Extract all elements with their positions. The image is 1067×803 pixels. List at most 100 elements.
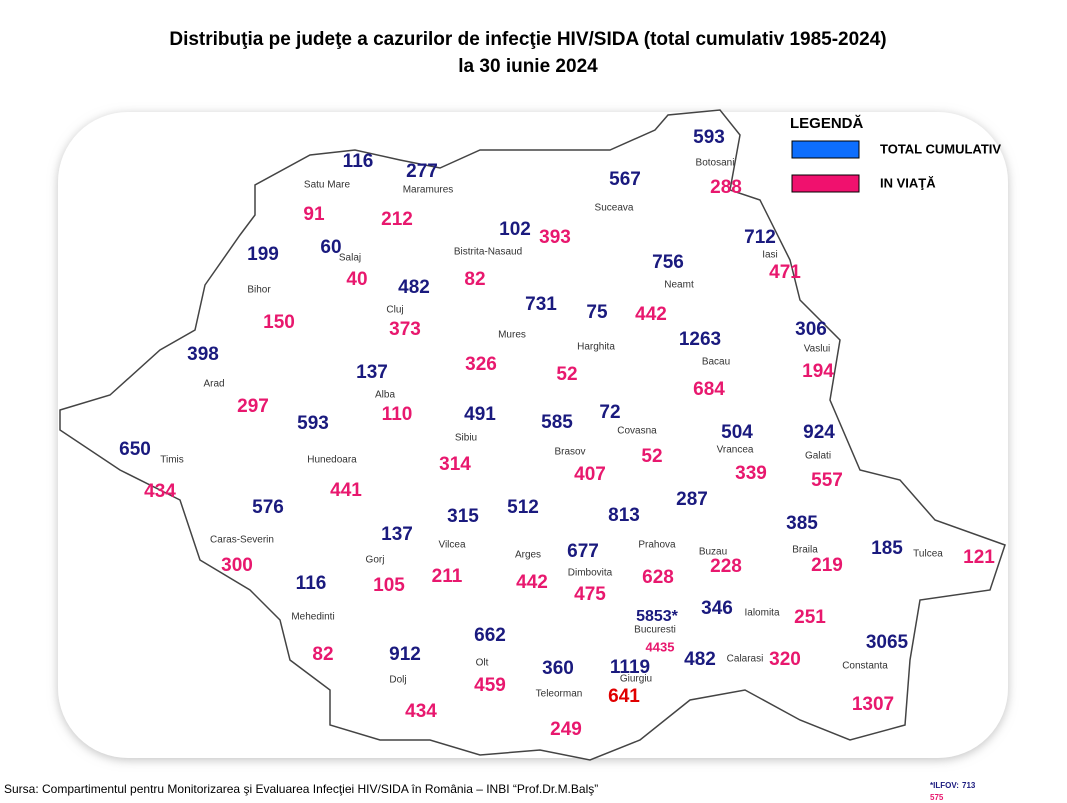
county-name: Arges xyxy=(515,550,541,561)
county-labels: Satu Mare 116 91 Maramures 277 212 Botosani 593… xyxy=(119,127,995,740)
county-name: Bihor xyxy=(247,285,271,296)
county-alive: 1307 xyxy=(852,694,894,715)
county-name: Buzau xyxy=(699,547,727,558)
county-name: Maramures xyxy=(403,185,454,196)
county-total: 102 xyxy=(499,219,531,240)
county-alive: 442 xyxy=(635,304,667,325)
county-name: Bacau xyxy=(702,357,730,368)
county-name: Vrancea xyxy=(717,445,754,456)
county-name: Harghita xyxy=(577,342,615,353)
county-name: Gorj xyxy=(366,555,385,566)
county-name: Cluj xyxy=(386,305,403,316)
county-total: 912 xyxy=(389,644,421,665)
county-name: Brasov xyxy=(554,447,585,458)
county-total: 116 xyxy=(343,151,374,172)
county-total: 576 xyxy=(252,497,284,518)
county-total: 287 xyxy=(676,489,708,510)
county-alive: 212 xyxy=(381,209,413,230)
county-alive: 110 xyxy=(382,404,413,425)
footnote-alive: 575 xyxy=(930,793,944,802)
county-alive: 407 xyxy=(574,464,606,485)
county-total: 360 xyxy=(542,658,574,679)
county-name: Hunedoara xyxy=(307,455,357,466)
county-total: 306 xyxy=(795,319,827,340)
county-alive: 249 xyxy=(550,719,582,740)
county-name: Sibiu xyxy=(455,433,477,444)
county-alive: 326 xyxy=(465,354,497,375)
county-alive: 219 xyxy=(811,555,843,576)
county-total: 593 xyxy=(693,127,725,148)
county-alive: 320 xyxy=(769,649,801,670)
county-alive: 557 xyxy=(811,470,843,491)
county-alive: 82 xyxy=(464,269,485,290)
county-alive: 4435 xyxy=(646,639,675,654)
county-total: 72 xyxy=(599,402,620,423)
legend-title: LEGENDĂ xyxy=(790,115,864,132)
county-name: Tulcea xyxy=(913,549,943,560)
county-alive: 459 xyxy=(474,675,506,696)
county-name: Arad xyxy=(203,379,224,390)
county-total: 3065 xyxy=(866,632,909,653)
county-name: Prahova xyxy=(638,540,676,551)
county-total: 398 xyxy=(187,344,219,365)
county-total: 482 xyxy=(398,277,430,298)
legend-swatch xyxy=(791,174,860,193)
county-total: 116 xyxy=(296,573,327,594)
title: la 30 iunie 2024 xyxy=(458,56,598,77)
county-name: Covasna xyxy=(617,426,657,437)
county-name: Bucuresti xyxy=(634,625,676,636)
county-alive: 297 xyxy=(237,396,269,417)
county-total: 315 xyxy=(447,506,479,527)
county-alive: 339 xyxy=(735,463,767,484)
county-name: Mures xyxy=(498,330,526,341)
legend-label: TOTAL CUMULATIV xyxy=(880,141,1001,156)
county-name: Ialomita xyxy=(744,608,779,619)
county-total: 185 xyxy=(871,538,903,559)
county-total: 504 xyxy=(721,422,753,443)
county-total: 813 xyxy=(608,505,640,526)
county-total: 199 xyxy=(247,244,279,265)
county-alive: 393 xyxy=(539,227,571,248)
county-total: 277 xyxy=(406,161,438,182)
county-alive: 314 xyxy=(439,454,471,475)
county-total: 5853* xyxy=(636,608,679,625)
county-alive: 150 xyxy=(263,312,295,333)
county-alive: 91 xyxy=(303,204,325,225)
county-total: 491 xyxy=(464,404,496,425)
county-name: Suceava xyxy=(595,203,634,214)
county-name: Vilcea xyxy=(438,540,465,551)
country-outline xyxy=(59,109,1006,761)
county-alive: 628 xyxy=(642,567,674,588)
county-total: 924 xyxy=(803,422,835,443)
source: Sursa: Compartimentul pentru Monitorizar… xyxy=(4,782,598,796)
county-name: Timis xyxy=(160,455,184,466)
county-name: Bistrita-Nasaud xyxy=(454,247,522,258)
county-alive: 251 xyxy=(794,607,826,628)
county-total: 593 xyxy=(297,413,329,434)
county-name: Botosani xyxy=(696,158,735,169)
county-name: Olt xyxy=(476,658,489,669)
county-total: 60 xyxy=(320,237,341,258)
county-name: Neamt xyxy=(664,280,694,291)
county-total: 512 xyxy=(507,497,539,518)
county-alive: 105 xyxy=(373,575,405,596)
county-alive: 194 xyxy=(802,361,834,382)
county-name: Teleorman xyxy=(536,689,583,700)
county-total: 585 xyxy=(541,412,573,433)
county-total: 567 xyxy=(609,169,641,190)
county-alive: 288 xyxy=(710,177,742,198)
county-alive: 475 xyxy=(574,584,606,605)
county-name: Constanta xyxy=(842,661,888,672)
county-alive: 211 xyxy=(432,566,463,587)
county-total: 75 xyxy=(586,302,608,323)
county-alive: 373 xyxy=(389,319,421,340)
county-name: Vaslui xyxy=(804,344,831,355)
county-name: Alba xyxy=(375,390,395,401)
county-total: 137 xyxy=(356,362,388,383)
county-total: 1263 xyxy=(679,329,721,350)
county-alive: 300 xyxy=(221,555,253,576)
county-alive: 228 xyxy=(710,556,742,577)
county-alive: 471 xyxy=(769,262,801,283)
